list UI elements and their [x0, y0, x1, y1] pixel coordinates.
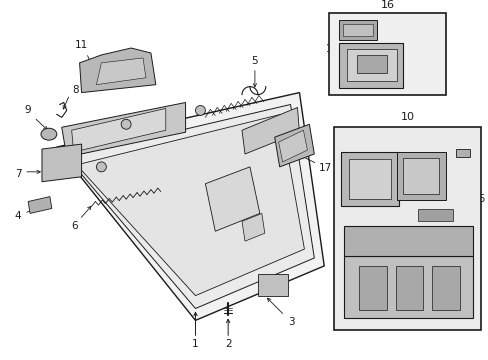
Bar — [328, 13, 445, 95]
Polygon shape — [242, 107, 299, 154]
Polygon shape — [96, 58, 145, 85]
Bar — [403, 158, 438, 194]
Polygon shape — [72, 108, 165, 152]
Bar — [343, 24, 372, 36]
Polygon shape — [344, 226, 472, 256]
Circle shape — [195, 105, 205, 115]
Polygon shape — [344, 256, 472, 318]
Bar — [396, 152, 445, 199]
Polygon shape — [242, 213, 264, 241]
Polygon shape — [77, 114, 304, 296]
Text: 9: 9 — [25, 105, 31, 116]
Bar — [333, 127, 480, 330]
Text: 12: 12 — [334, 140, 346, 150]
Polygon shape — [278, 130, 307, 162]
Polygon shape — [42, 144, 81, 182]
Bar — [257, 274, 287, 296]
Text: 1: 1 — [192, 339, 199, 349]
Circle shape — [121, 119, 131, 129]
Bar — [455, 149, 469, 157]
Polygon shape — [28, 197, 52, 213]
Text: 18: 18 — [419, 83, 431, 93]
Text: 2: 2 — [224, 339, 231, 349]
Bar — [395, 266, 423, 310]
Bar — [356, 55, 386, 73]
Polygon shape — [57, 93, 324, 320]
Text: 8: 8 — [72, 85, 79, 95]
Text: 5: 5 — [251, 56, 258, 66]
Bar — [348, 159, 390, 199]
Bar — [417, 210, 452, 221]
Bar — [431, 266, 459, 310]
Text: 14: 14 — [436, 231, 448, 241]
Bar — [346, 49, 396, 81]
Bar — [340, 152, 398, 207]
Text: 11: 11 — [75, 40, 88, 50]
Text: 16: 16 — [380, 0, 394, 10]
Circle shape — [96, 162, 106, 172]
Text: 4: 4 — [15, 211, 21, 221]
Polygon shape — [61, 103, 185, 157]
Polygon shape — [80, 48, 156, 93]
Bar — [338, 43, 403, 87]
Polygon shape — [66, 104, 314, 309]
Text: 19: 19 — [325, 44, 338, 54]
Polygon shape — [205, 167, 259, 231]
Ellipse shape — [41, 128, 57, 140]
Text: 17: 17 — [318, 163, 331, 173]
Bar — [358, 266, 386, 310]
Text: 10: 10 — [400, 112, 413, 122]
Bar — [338, 20, 376, 40]
Text: 7: 7 — [15, 169, 21, 179]
Text: 15: 15 — [472, 194, 485, 203]
Text: 3: 3 — [287, 318, 294, 327]
Polygon shape — [274, 124, 314, 167]
Text: 6: 6 — [71, 221, 78, 231]
Text: 13: 13 — [429, 198, 441, 208]
